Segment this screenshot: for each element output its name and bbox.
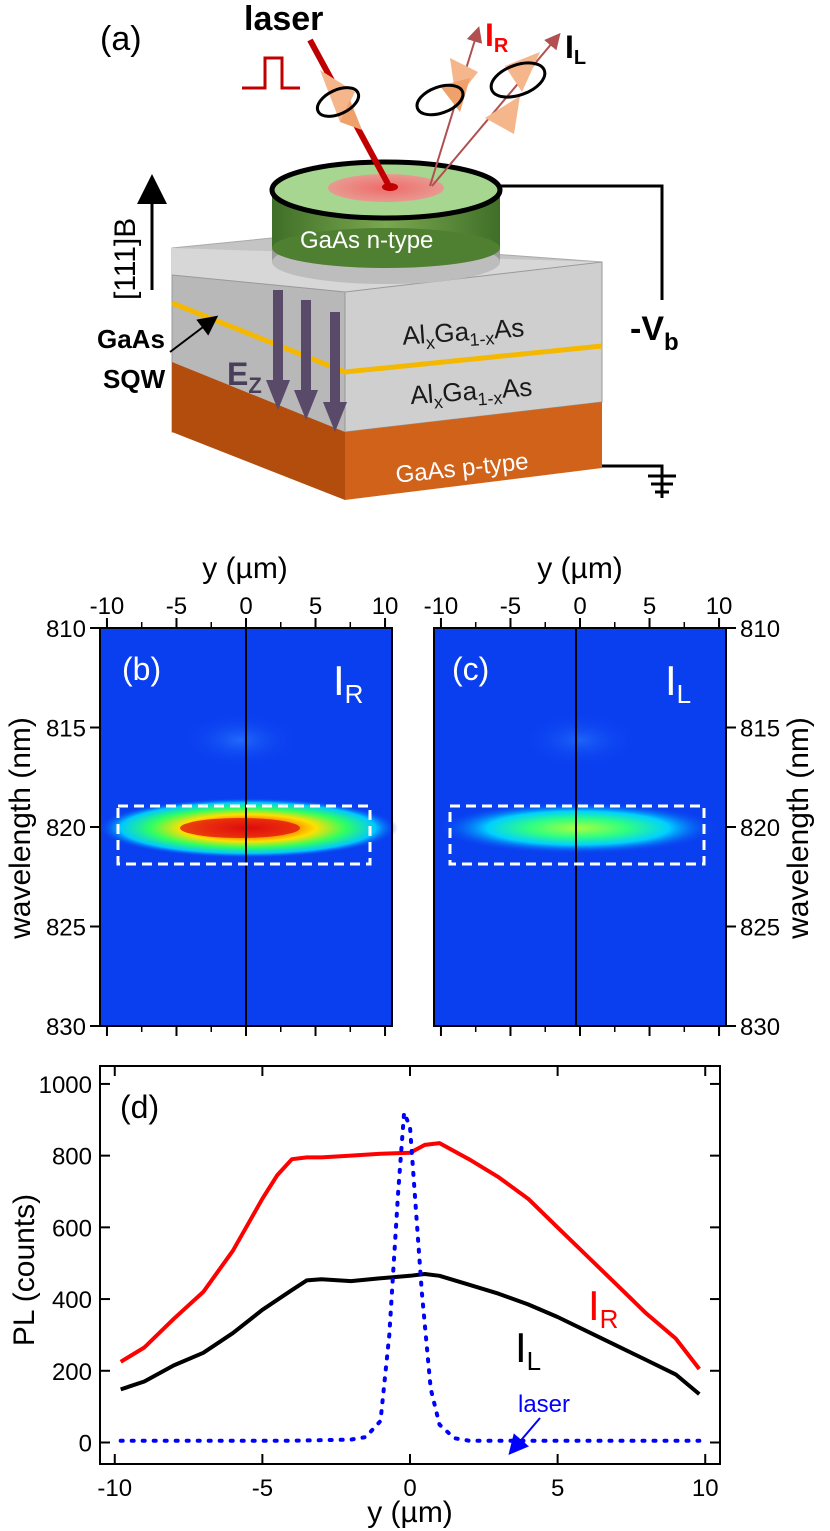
map-b-x-tick-label: 10 [372, 593, 399, 620]
p-layer-left [172, 362, 345, 500]
plot-d-xlabel: y (µm) [367, 1496, 453, 1529]
map-c-top-label: y (µm) [537, 552, 623, 585]
map-right-y-tick-label: 820 [740, 815, 780, 842]
plot-d-label: (d) [120, 1089, 159, 1125]
map-b: (b) IR [98, 627, 398, 1027]
map-b-x-tick-label: 0 [239, 593, 252, 620]
plot-d-y-tick-label: 1000 [39, 1072, 92, 1099]
plot-d-series-IR [119, 1141, 701, 1371]
plot-d-x-tick-label: -5 [252, 1475, 273, 1502]
plot-d-ylabel: PL (counts) [8, 1194, 41, 1346]
plot-d-frame [99, 1065, 721, 1465]
algaas-lower-label: AlxGa1-xAs [409, 372, 533, 414]
map-c: (c) IL [433, 627, 727, 1027]
map-b-tag: IR [333, 657, 363, 709]
plot-d-y-tick-label: 800 [52, 1144, 92, 1171]
map-right-y-tick-label: 815 [740, 716, 780, 743]
quantum-well-line [171, 300, 603, 375]
map-c-x-tick-label: 5 [643, 593, 656, 620]
panels-b-c: y (µm) y (µm) wavelength (nm) wavelength… [4, 552, 815, 1041]
n-layer-label: GaAs n-type [300, 227, 433, 254]
il-beam [431, 32, 561, 187]
plot-d-x-tick-label: -10 [97, 1475, 132, 1502]
panel-a: (a) [111]B GaAs p-type EZ AlxGa1-xAs Alx… [97, 0, 679, 500]
map-c-label: (c) [452, 651, 489, 687]
map-b-top-label: y (µm) [202, 552, 288, 585]
map-c-roi-box [448, 804, 706, 866]
plot-d-x-tick-label: 5 [551, 1475, 564, 1502]
map-right-ylabel: wavelength (nm) [782, 717, 815, 940]
plot-d-ir-label: IR [588, 1282, 618, 1334]
map-c-x-tick-label: -5 [500, 593, 521, 620]
panel-d: -10 -5 0 5 10 0 200 400 600 800 1000 (d) IR IL las… [8, 1065, 721, 1529]
map-right-y-tick-label: 825 [740, 915, 780, 942]
map-left-y-tick-label: 825 [46, 915, 86, 942]
laser-pulse-icon [242, 56, 300, 90]
bias-wire [500, 184, 664, 300]
map-left-y-tick-label: 815 [46, 716, 86, 743]
plot-d-x-tick-label: 0 [403, 1475, 416, 1502]
map-b-x-tick-label: -5 [166, 593, 187, 620]
map-b-roi-box [116, 804, 372, 866]
ez-label: EZ [227, 356, 262, 398]
map-left-y-tick-label: 820 [46, 815, 86, 842]
polarizer-ir [415, 58, 478, 117]
map-c-emission [438, 802, 718, 854]
cylinder-green-bottom [272, 228, 500, 268]
plot-d-y-tick-label: 200 [52, 1359, 92, 1386]
ground-icon [648, 474, 676, 498]
plot-d-x-tick-label: 10 [692, 1475, 719, 1502]
gaas-sqw-label-1: GaAs [97, 324, 165, 354]
polarizer-il [485, 52, 547, 134]
map-left-y-tick-label: 830 [46, 1014, 86, 1041]
panel-a-label: (a) [100, 20, 142, 58]
axis-111b-label: [111]B [109, 218, 142, 300]
sqw-pointer [169, 315, 219, 353]
ir-label: IR [485, 17, 509, 57]
gaas-sqw-label-2: SQW [103, 364, 166, 394]
plot-d-y-tick-label: 400 [52, 1287, 92, 1314]
vb-label: -Vb [630, 310, 679, 356]
plot-d-series-IL [120, 1272, 701, 1396]
map-c-x-tick-label: 10 [706, 593, 733, 620]
plot-d-laser-label: laser [518, 1391, 570, 1418]
map-left-ylabel: wavelength (nm) [4, 717, 37, 940]
map-right-y-tick-label: 810 [740, 616, 780, 643]
laser-label: laser [244, 0, 323, 38]
p-layer-right [345, 402, 602, 500]
map-c-tag: IL [665, 657, 691, 709]
polarizer-laser [315, 70, 362, 130]
plot-d-il-label: IL [515, 1324, 541, 1376]
map-c-x-tick-label: 0 [573, 593, 586, 620]
ez-arrows [266, 290, 347, 432]
map-b-x-tick-label: -10 [90, 593, 125, 620]
map-b-x-tick-label: 5 [309, 593, 322, 620]
map-c-x-tick-label: -10 [424, 593, 459, 620]
map-b-label: (b) [122, 651, 161, 687]
plot-d-y-tick-label: 0 [79, 1430, 92, 1457]
ground-wire [602, 464, 664, 476]
plot-d-y-tick-label: 600 [52, 1215, 92, 1242]
map-right-y-tick-label: 830 [740, 1014, 780, 1041]
plot-d-laser-pointer [508, 1417, 541, 1456]
algaas-upper-label: AlxGa1-xAs [401, 312, 525, 354]
il-label: IL [565, 29, 586, 69]
laser-spot-center [382, 183, 398, 191]
map-left-y-tick-label: 810 [46, 616, 86, 643]
